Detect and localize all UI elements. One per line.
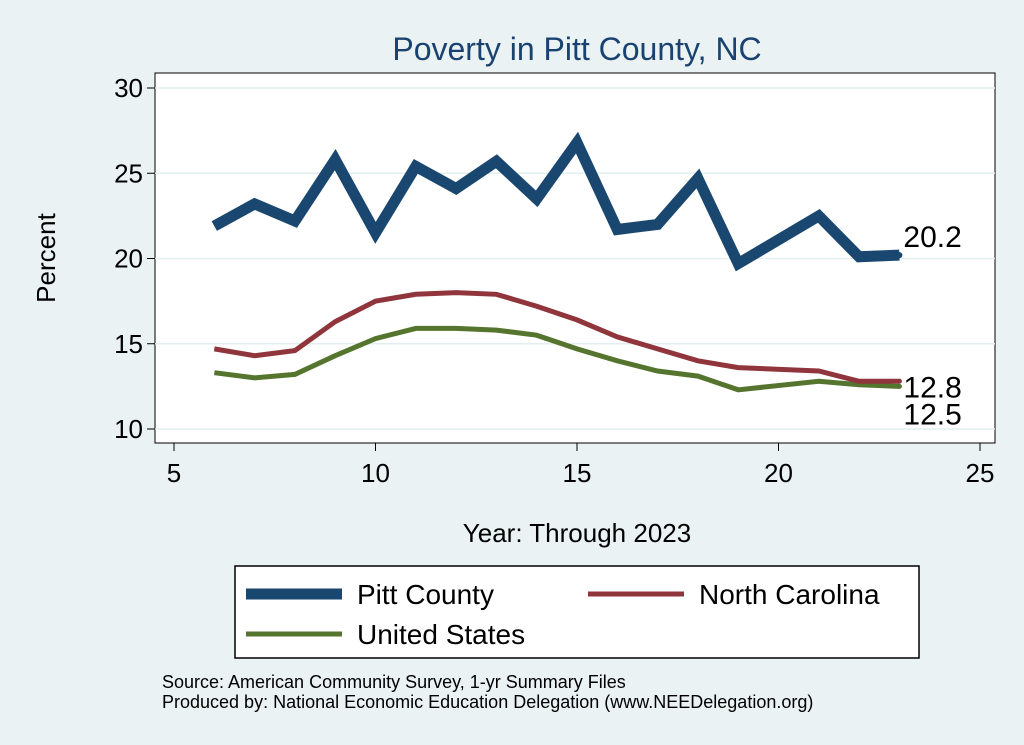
axes: 10 15 20 25 30 5 10 15 20 25 [114,73,994,488]
x-tick-label: 20 [764,458,793,488]
y-axis-label: Percent [31,212,61,302]
chart-title: Poverty in Pitt County, NC [392,31,761,67]
end-label-pitt-county: 20.2 [903,221,961,254]
y-tick-label: 20 [114,244,143,274]
series-line-united-states [213,325,900,393]
legend-items: Pitt County North Carolina United States [246,579,880,650]
series-end-marker-north-carolina [896,378,902,384]
series-end-marker-pitt-county [896,252,903,259]
end-label-north-carolina: 12.8 [903,371,961,404]
legend: Pitt County North Carolina United States [234,565,920,659]
series-line-north-carolina [213,290,900,384]
legend-box [234,565,920,659]
y-tick-label: 30 [114,73,143,103]
end-labels: 20.2 12.812.5 [903,221,961,431]
x-tick-label: 10 [361,458,390,488]
y-tick-label: 25 [114,158,143,188]
legend-label-pitt-county: Pitt County [357,579,494,610]
source-note: Source: American Community Survey, 1-yr … [162,672,626,692]
legend-label-united-states: United States [357,619,525,650]
legend-label-north-carolina: North Carolina [699,579,880,610]
x-tick-label: 5 [167,458,181,488]
x-axis-label: Year: Through 2023 [463,518,691,548]
x-tick-label: 25 [966,458,995,488]
series-end-marker-united-states [896,383,902,389]
y-tick-label: 15 [114,329,143,359]
producer-note: Produced by: National Economic Education… [162,692,813,712]
x-tick-label: 15 [563,458,592,488]
end-label-united-states: 12.5 [903,398,961,431]
series-line-pitt-county [211,131,900,272]
y-tick-label: 10 [114,414,143,444]
series-lines [211,131,903,393]
